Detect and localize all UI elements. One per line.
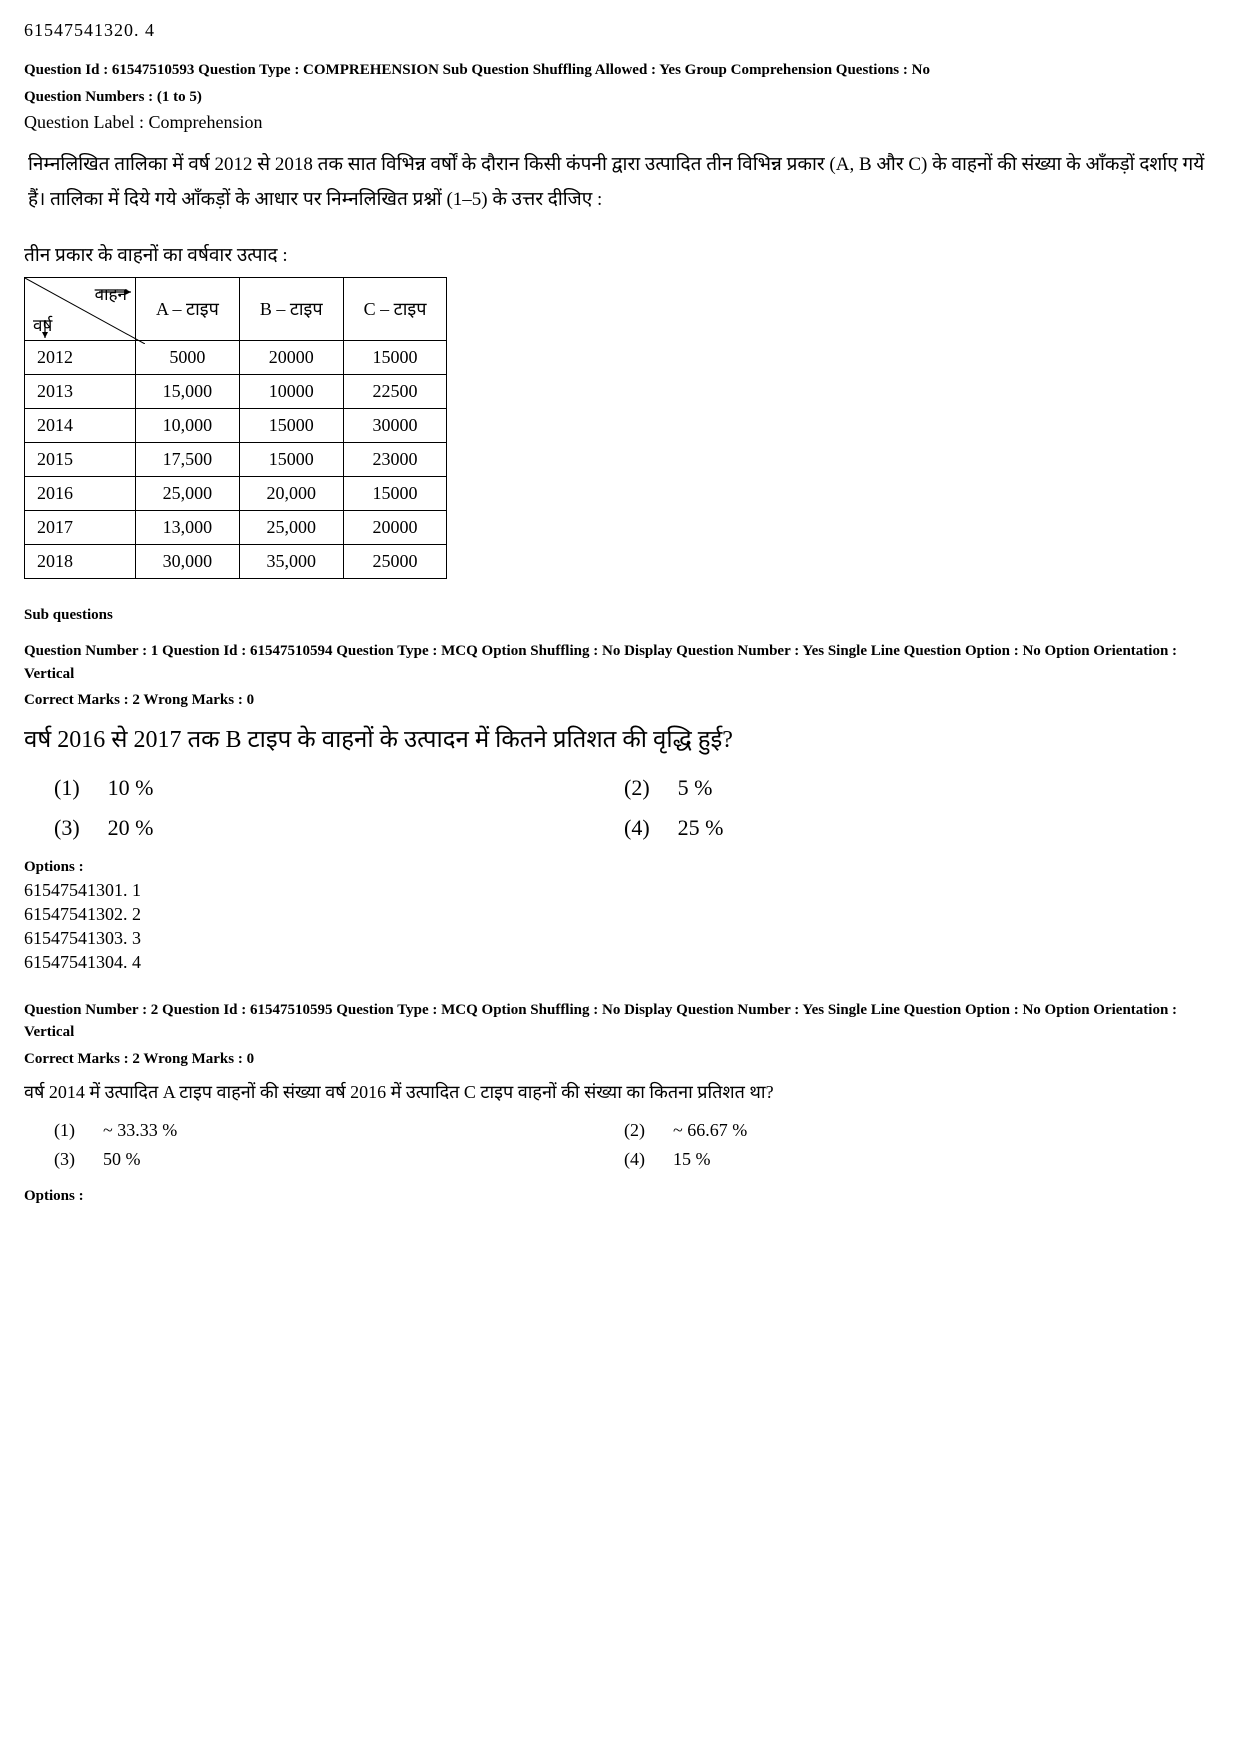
year-cell: 2016 — [25, 477, 136, 511]
table-row: 201713,00025,00020000 — [25, 511, 447, 545]
table-body: 201250002000015000201315,000100002250020… — [25, 341, 447, 579]
q2-options-grid: (1) ~ 33.33 % (2) ~ 66.67 % (3) 50 % (4) 15 … — [54, 1120, 1154, 1170]
data-cell: 23000 — [343, 443, 447, 477]
data-cell: 17,500 — [136, 443, 240, 477]
table-row: 201830,00035,00025000 — [25, 545, 447, 579]
table-row: 201517,5001500023000 — [25, 443, 447, 477]
q2-options-label: Options : — [24, 1188, 1216, 1205]
sub-questions-heading: Sub questions — [24, 607, 1216, 624]
q1-meta-line-1: Question Number : 1 Question Id : 615475… — [24, 640, 1216, 685]
q1-option-id: 61547541303. 3 — [24, 928, 1216, 949]
q2-option-2[interactable]: (2) ~ 66.67 % — [624, 1120, 1154, 1141]
q1-option-id: 61547541304. 4 — [24, 952, 1216, 973]
table-row: 201410,0001500030000 — [25, 409, 447, 443]
data-cell: 13,000 — [136, 511, 240, 545]
page-top-code: 61547541320. 4 — [24, 20, 1216, 41]
year-cell: 2018 — [25, 545, 136, 579]
data-cell: 5000 — [136, 341, 240, 375]
comprehension-passage: निम्नलिखित तालिका में वर्ष 2012 से 2018 … — [24, 147, 1216, 217]
header-year-label: वर्ष — [33, 313, 52, 336]
data-cell: 30,000 — [136, 545, 240, 579]
table-row: 201250002000015000 — [25, 341, 447, 375]
q1-options-grid: (1) 10 % (2) 5 % (3) 20 % (4) 25 % — [54, 775, 1154, 841]
column-header: C – टाइप — [343, 278, 447, 341]
q2-meta-line-1: Question Number : 2 Question Id : 615475… — [24, 999, 1216, 1044]
data-cell: 15000 — [343, 477, 447, 511]
option-value: 10 % — [108, 775, 154, 801]
option-value: 50 % — [103, 1149, 141, 1170]
year-cell: 2013 — [25, 375, 136, 409]
question-numbers: Question Numbers : (1 to 5) — [24, 86, 1216, 109]
year-cell: 2017 — [25, 511, 136, 545]
table-row: 201315,0001000022500 — [25, 375, 447, 409]
data-cell: 15000 — [343, 341, 447, 375]
option-number: (4) — [624, 1149, 645, 1170]
option-number: (4) — [624, 815, 650, 841]
data-cell: 30000 — [343, 409, 447, 443]
year-cell: 2012 — [25, 341, 136, 375]
data-cell: 10000 — [239, 375, 343, 409]
data-cell: 15,000 — [136, 375, 240, 409]
q2-question-text: वर्ष 2014 में उत्पादित A टाइप वाहनों की … — [24, 1080, 1216, 1104]
data-cell: 20000 — [343, 511, 447, 545]
q2-option-4[interactable]: (4) 15 % — [624, 1149, 1154, 1170]
column-header: B – टाइप — [239, 278, 343, 341]
q1-option-4[interactable]: (4) 25 % — [624, 815, 1154, 841]
q1-question-text: वर्ष 2016 से 2017 तक B टाइप के वाहनों के… — [24, 722, 1216, 755]
data-cell: 22500 — [343, 375, 447, 409]
q2-option-3[interactable]: (3) 50 % — [54, 1149, 584, 1170]
q2-meta-line-2: Correct Marks : 2 Wrong Marks : 0 — [24, 1048, 1216, 1071]
data-cell: 15000 — [239, 409, 343, 443]
year-cell: 2014 — [25, 409, 136, 443]
option-number: (2) — [624, 1120, 645, 1141]
data-cell: 10,000 — [136, 409, 240, 443]
option-number: (2) — [624, 775, 650, 801]
data-cell: 20,000 — [239, 477, 343, 511]
question-label: Question Label : Comprehension — [24, 112, 1216, 133]
q1-option-1[interactable]: (1) 10 % — [54, 775, 584, 801]
q1-option-id: 61547541302. 2 — [24, 904, 1216, 925]
data-cell: 20000 — [239, 341, 343, 375]
q1-options-label: Options : — [24, 859, 1216, 876]
option-number: (3) — [54, 1149, 75, 1170]
table-title: तीन प्रकार के वाहनों का वर्षवार उत्पाद : — [24, 241, 1216, 267]
data-cell: 25000 — [343, 545, 447, 579]
table-row: 201625,00020,00015000 — [25, 477, 447, 511]
data-cell: 15000 — [239, 443, 343, 477]
option-value: 20 % — [108, 815, 154, 841]
option-value: ~ 66.67 % — [673, 1120, 747, 1141]
option-value: 15 % — [673, 1149, 711, 1170]
column-header: A – टाइप — [136, 278, 240, 341]
q1-option-3[interactable]: (3) 20 % — [54, 815, 584, 841]
option-number: (3) — [54, 815, 80, 841]
option-number: (1) — [54, 1120, 75, 1141]
q1-option-2[interactable]: (2) 5 % — [624, 775, 1154, 801]
option-value: 25 % — [678, 815, 724, 841]
q1-meta-line-2: Correct Marks : 2 Wrong Marks : 0 — [24, 689, 1216, 712]
header-vehicle-label: वाहन — [95, 282, 127, 305]
option-number: (1) — [54, 775, 80, 801]
q1-option-id: 61547541301. 1 — [24, 880, 1216, 901]
option-value: 5 % — [678, 775, 713, 801]
data-cell: 25,000 — [136, 477, 240, 511]
production-table: वाहन वर्ष A – टाइप B – टाइप C – टाइप 201… — [24, 277, 447, 579]
table-header-row: वाहन वर्ष A – टाइप B – टाइप C – टाइप — [25, 278, 447, 341]
comprehension-meta: Question Id : 61547510593 Question Type … — [24, 59, 1216, 82]
option-value: ~ 33.33 % — [103, 1120, 177, 1141]
q2-option-1[interactable]: (1) ~ 33.33 % — [54, 1120, 584, 1141]
year-cell: 2015 — [25, 443, 136, 477]
diagonal-header-cell: वाहन वर्ष — [25, 278, 136, 341]
data-cell: 25,000 — [239, 511, 343, 545]
data-cell: 35,000 — [239, 545, 343, 579]
